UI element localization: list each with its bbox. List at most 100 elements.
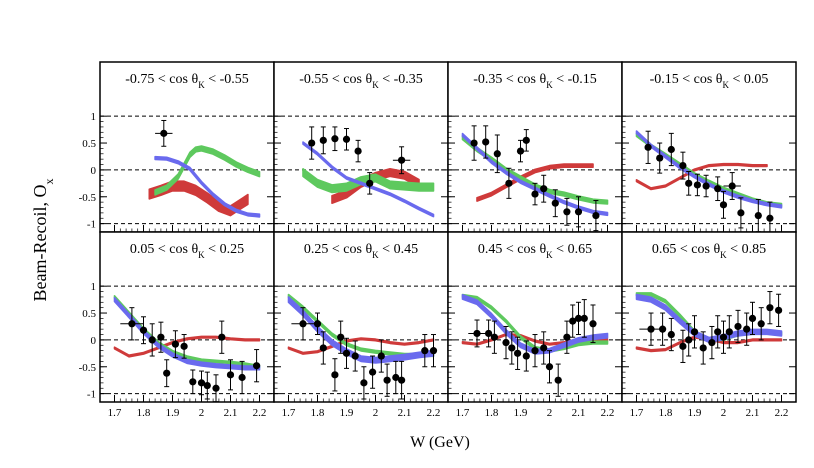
- data-marker: [754, 211, 762, 220]
- x-tick-label: 2.1: [398, 407, 412, 419]
- data-point: [369, 355, 377, 389]
- data-point: [639, 312, 663, 346]
- data-point: [421, 334, 429, 368]
- data-point: [719, 320, 728, 354]
- data-marker: [128, 320, 136, 328]
- data-marker: [563, 208, 571, 216]
- panel-label-pre: 0.65 < cos θ: [652, 242, 721, 257]
- data-marker: [180, 342, 188, 350]
- data-point: [485, 319, 493, 348]
- data-point: [702, 174, 710, 198]
- data-point: [171, 330, 179, 359]
- data-point: [656, 142, 664, 174]
- data-marker: [540, 185, 548, 193]
- panel-label-post: < 0.45: [379, 242, 418, 257]
- y-axis-title: Beam-Recoil, Ox: [30, 179, 56, 302]
- data-marker: [482, 138, 490, 146]
- data-marker: [148, 336, 156, 344]
- data-marker: [737, 209, 745, 217]
- green-theory-band: [461, 293, 609, 353]
- y-tick-label: 0: [91, 335, 97, 347]
- panel-3: -0.35 < cos θK < -0.15: [447, 61, 623, 233]
- y-tick-label: -1: [87, 219, 96, 231]
- data-point: [313, 312, 322, 336]
- panel-6: 0.25 < cos θK < 0.45 1.7 1.8 1.9 2 2.1 2.2: [273, 231, 449, 419]
- data-point: [685, 323, 693, 357]
- data-marker: [743, 325, 751, 333]
- data-marker: [253, 362, 261, 370]
- data-point: [291, 307, 315, 341]
- data-marker: [766, 214, 774, 222]
- data-marker: [563, 333, 571, 341]
- data-point: [531, 334, 539, 368]
- data-marker: [690, 328, 699, 336]
- data-point: [253, 349, 261, 383]
- data-marker: [647, 325, 655, 333]
- data-point: [197, 370, 206, 396]
- panel-grid: -0.75 < cos θK < -0.55-1-0.500.51-0.55 <…: [79, 61, 797, 419]
- data-point: [589, 304, 597, 344]
- panel-content: [635, 291, 783, 365]
- panel-label: -0.75 < cos θK < -0.55: [125, 72, 249, 90]
- data-marker: [383, 376, 391, 384]
- data-marker: [699, 344, 707, 352]
- data-marker: [203, 381, 211, 390]
- data-marker: [656, 154, 664, 162]
- data-marker: [473, 329, 481, 338]
- panel-label-post: < 0.25: [205, 242, 244, 257]
- x-tick-label: 2.1: [746, 407, 760, 419]
- panel-5: 0.05 < cos θK < 0.25 -1 -0.5 0 0.5 1 1.7 1.8 1.9…: [79, 231, 275, 419]
- data-point: [725, 315, 733, 349]
- data-marker: [728, 182, 736, 190]
- data-point: [148, 323, 156, 357]
- data-point: [360, 366, 368, 400]
- data-marker: [238, 373, 246, 382]
- data-point: [392, 146, 411, 175]
- x-tick-label: 1.9: [166, 407, 180, 419]
- x-tick-label: 1.7: [456, 407, 470, 419]
- data-point: [218, 320, 226, 354]
- data-marker: [299, 320, 307, 328]
- x-tick-label: 2.2: [253, 407, 267, 419]
- panel-label-post: < 0.85: [727, 242, 766, 257]
- red-theory-band: [148, 180, 249, 217]
- data-point: [155, 119, 173, 147]
- data-marker: [313, 320, 322, 328]
- data-point: [775, 293, 783, 327]
- panel-label-pre: 0.05 < cos θ: [130, 242, 199, 257]
- x-tick-label: 2.2: [601, 407, 615, 419]
- data-point: [508, 331, 516, 365]
- panel-label-pre: -0.35 < cos θ: [473, 72, 546, 87]
- data-point: [502, 325, 510, 360]
- data-point: [685, 171, 693, 196]
- panel-label-pre: 0.45 < cos θ: [478, 242, 547, 257]
- panel-label-sub: K: [198, 250, 205, 260]
- red-theory-band: [635, 162, 768, 191]
- panel-label: -0.35 < cos θK < -0.15: [473, 72, 597, 90]
- panel-label-post: < -0.55: [205, 72, 249, 87]
- data-marker: [189, 378, 197, 386]
- panel-label-sub: K: [546, 250, 553, 260]
- y-tick-label: -0.5: [79, 192, 97, 204]
- x-tick-label: 2: [721, 407, 727, 419]
- panel-frame: [99, 231, 275, 403]
- panel-content: [461, 293, 609, 397]
- data-point: [505, 167, 513, 199]
- data-point: [545, 350, 554, 384]
- data-marker: [685, 179, 693, 187]
- x-axis-title: W (GeV): [410, 434, 470, 451]
- data-marker: [342, 349, 351, 357]
- data-point: [383, 363, 391, 397]
- data-marker: [719, 201, 728, 209]
- data-point: [308, 126, 316, 160]
- panel-label-pre: 0.25 < cos θ: [304, 242, 373, 257]
- data-point: [377, 339, 385, 373]
- data-marker: [531, 347, 539, 355]
- data-point: [493, 134, 501, 174]
- data-marker: [580, 314, 588, 323]
- data-marker: [505, 179, 513, 187]
- data-point: [540, 174, 548, 203]
- data-point: [180, 334, 188, 359]
- panel-4: -0.15 < cos θK < 0.05: [621, 61, 797, 233]
- data-point: [319, 126, 327, 155]
